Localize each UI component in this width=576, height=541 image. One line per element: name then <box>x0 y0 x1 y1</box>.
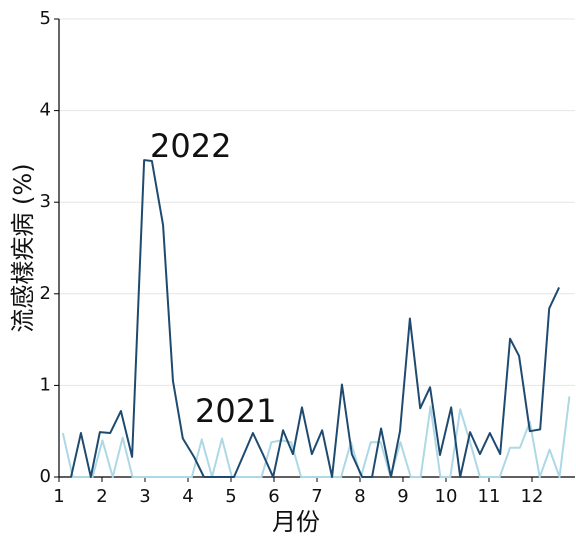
x-tick-label: 5 <box>225 486 236 507</box>
y-tick-label: 1 <box>40 374 51 395</box>
x-axis-label: 月份 <box>272 508 320 536</box>
x-tick-label: 7 <box>311 486 322 507</box>
y-tick-label: 2 <box>40 283 51 304</box>
x-tick-label: 2 <box>96 486 107 507</box>
x-tick-label: 10 <box>435 486 458 507</box>
x-tick-label: 9 <box>397 486 408 507</box>
x-tick-label: 4 <box>182 486 193 507</box>
x-tick-label: 11 <box>478 486 501 507</box>
y-tick-label: 3 <box>40 191 51 212</box>
y-tick-label: 0 <box>40 466 51 487</box>
y-tick-label: 5 <box>40 8 51 29</box>
series-line <box>61 396 571 478</box>
y-axis-label: 流感樣疾病 (%) <box>9 163 37 332</box>
x-tick-label: 8 <box>354 486 365 507</box>
x-tick-label: 6 <box>268 486 279 507</box>
x-tick-label: 3 <box>139 486 150 507</box>
x-tick-label: 1 <box>53 486 64 507</box>
series-line <box>70 159 560 478</box>
x-tick-label: 12 <box>521 486 544 507</box>
series-label: 2021 <box>195 392 276 430</box>
y-tick-label: 4 <box>40 100 51 121</box>
series-label: 2022 <box>150 127 231 165</box>
